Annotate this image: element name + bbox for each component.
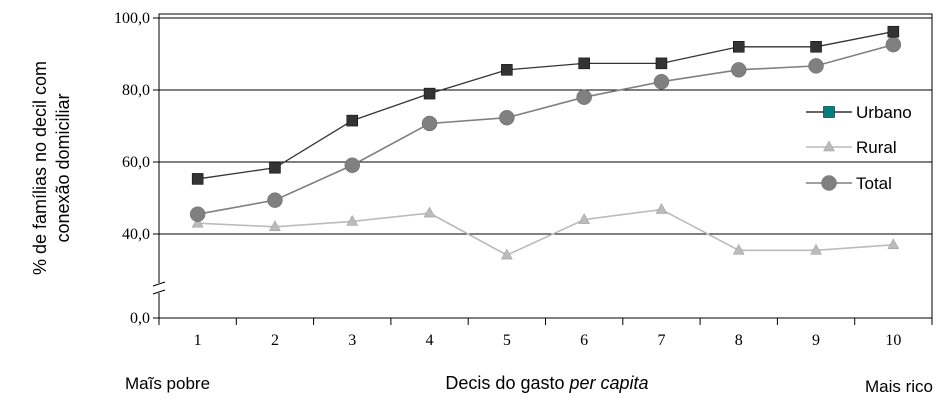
series-rural [191,203,900,260]
y-tick-label: 40,0 [122,226,150,243]
axes [152,14,933,325]
data-point-total [344,157,360,173]
data-point-total [499,109,515,126]
data-point-urbano [501,64,513,76]
series-line-urbano [197,31,894,180]
legend-label-total: Total [856,174,892,193]
data-point-total [421,115,438,132]
legend-label-rural: Rural [856,138,897,157]
x-tick-label: 4 [426,332,434,349]
plot-frame [158,13,933,319]
data-point-urbano [655,57,668,70]
data-point-urbano [269,162,281,174]
legend-marker-total [821,175,837,191]
x-tick-label: 5 [503,332,511,349]
data-point-urbano [191,173,204,185]
tick-labels: 0,0 40,0 60,0 80,0 100,0 1 2 3 4 5 6 7 8 9 10 [114,10,901,349]
data-point-urbano [578,57,590,70]
gridlines [159,17,932,235]
data-point-rural [269,220,281,232]
data-point-total [267,192,283,208]
y-tick-label: 80,0 [122,82,150,99]
data-point-rural [346,214,359,226]
x-tick-label: 3 [348,332,356,349]
series-layer [189,25,902,260]
data-point-total [808,58,824,74]
data-point-rural [887,238,900,250]
x-axis-right-label: Mais rico [865,377,933,396]
data-point-rural [578,213,591,224]
legend-marker-urbano [823,106,835,118]
data-point-rural [423,206,436,218]
data-point-rural [191,216,204,228]
data-point-rural [810,243,822,255]
series-line-total [197,43,894,215]
data-point-urbano [346,114,358,127]
legend-item-total: Total [806,174,892,193]
data-point-urbano [810,41,822,53]
x-tick-label: 1 [194,332,202,349]
x-axis-title-prefix: Decis do gasto [445,373,569,393]
y-tick-label: 100,0 [114,10,150,27]
data-point-total [731,62,747,78]
axis-break-mark [152,289,166,295]
plot-area [158,13,933,319]
y-tick-label: 60,0 [122,154,150,171]
x-axis-title: Decis do gasto per capita [445,373,648,393]
data-point-total [576,89,592,105]
legend-label-urbano: Urbano [856,103,912,122]
series-total [189,36,902,222]
axis-break-mark [152,281,166,287]
data-point-total [653,73,670,90]
series-urbano [191,25,900,185]
legend-item-rural: Rural [806,138,897,157]
y-axis-title-line-2: conexão domiciliar [53,93,73,242]
x-tick-label: 2 [271,332,279,349]
x-tick-label: 6 [580,332,588,349]
data-point-rural [655,203,668,214]
legend-marker-rural [823,140,835,152]
data-point-rural [500,248,513,260]
axis-break-gap [153,283,165,293]
x-axis-title-italic: per capita [569,373,649,393]
y-axis-title-line-1: % de famílias no decil com [30,61,50,275]
x-axis-left-label: Maĩs pobre [125,374,210,393]
data-point-rural [732,243,745,255]
y-tick-label: 0,0 [130,310,150,327]
x-tick-label: 7 [657,332,665,349]
series-line-rural [197,208,894,257]
x-tick-label: 9 [812,332,820,349]
data-point-urbano [423,87,436,100]
x-tick-label: 8 [735,332,743,349]
data-point-total [885,36,902,53]
legend-item-urbano: Urbano [806,103,912,122]
data-point-total [189,206,206,222]
x-tick-label: 10 [885,332,901,349]
legend: Urbano Rural Total [806,103,912,193]
data-point-urbano [733,41,745,53]
data-point-urbano [887,25,900,38]
